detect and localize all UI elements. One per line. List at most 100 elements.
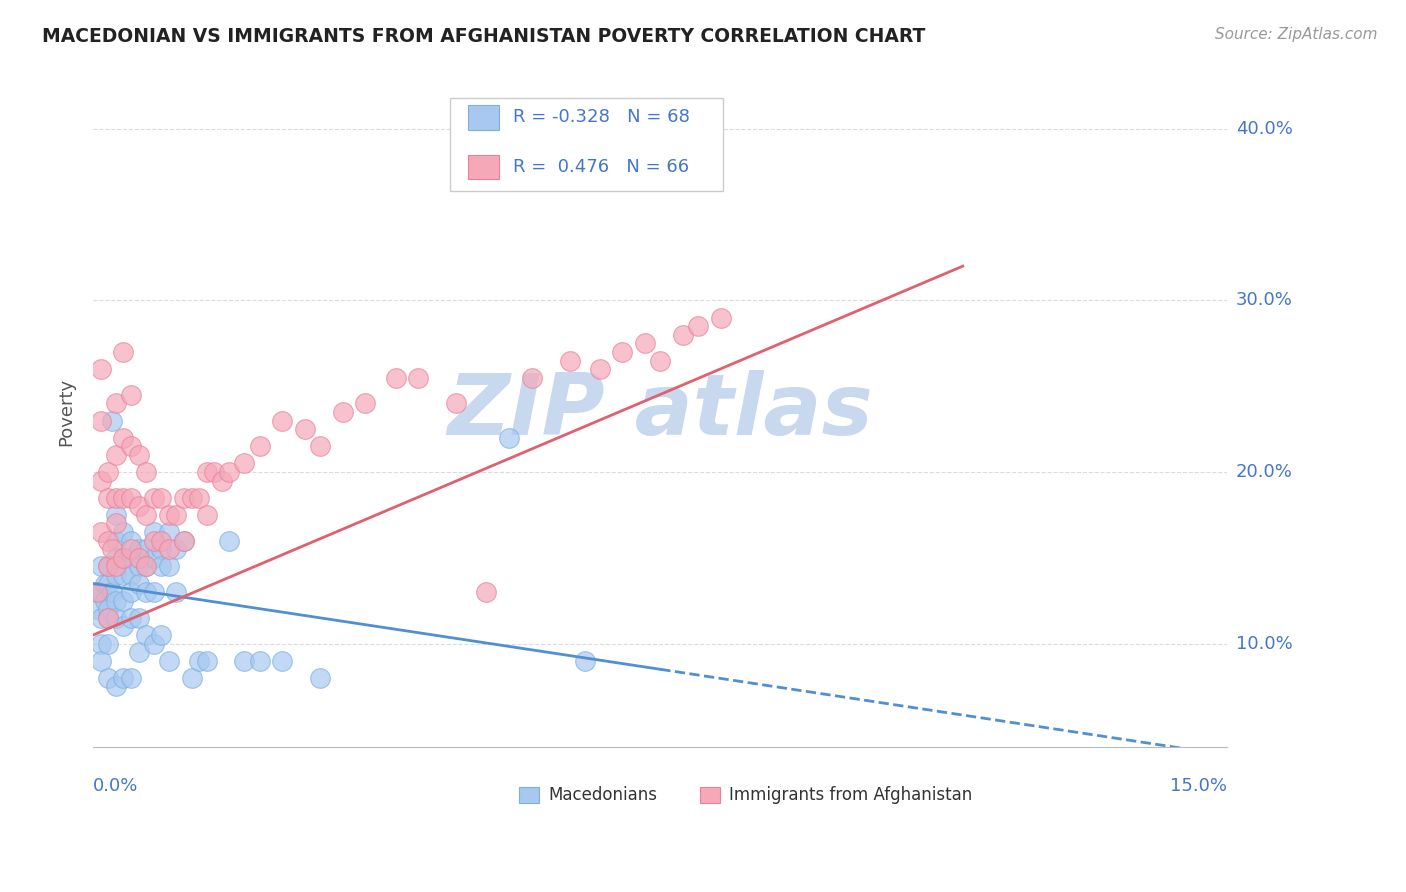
Point bbox=[112, 568, 135, 582]
Point bbox=[142, 524, 165, 539]
Point bbox=[101, 542, 124, 557]
Point bbox=[135, 559, 157, 574]
Point bbox=[157, 654, 180, 668]
Point bbox=[120, 611, 142, 625]
Point bbox=[249, 439, 271, 453]
Point bbox=[101, 413, 124, 427]
Text: 0.0%: 0.0% bbox=[93, 777, 139, 795]
Point bbox=[104, 550, 127, 565]
Point bbox=[589, 362, 612, 376]
Point bbox=[128, 550, 150, 565]
Point bbox=[104, 680, 127, 694]
Point bbox=[195, 508, 218, 522]
Point bbox=[97, 636, 120, 650]
Bar bbox=[468, 155, 499, 179]
Point bbox=[150, 533, 173, 548]
Text: ZIP atlas: ZIP atlas bbox=[447, 370, 873, 453]
Point bbox=[128, 542, 150, 557]
Point bbox=[202, 465, 225, 479]
Point bbox=[112, 619, 135, 633]
Point bbox=[120, 533, 142, 548]
Text: Source: ZipAtlas.com: Source: ZipAtlas.com bbox=[1215, 27, 1378, 42]
Point bbox=[688, 319, 710, 334]
Point bbox=[574, 654, 596, 668]
Point bbox=[188, 491, 211, 505]
Point bbox=[520, 370, 543, 384]
Point bbox=[332, 405, 354, 419]
Point bbox=[112, 345, 135, 359]
Point bbox=[135, 585, 157, 599]
Point bbox=[120, 585, 142, 599]
Point bbox=[309, 439, 332, 453]
Text: MACEDONIAN VS IMMIGRANTS FROM AFGHANISTAN POVERTY CORRELATION CHART: MACEDONIAN VS IMMIGRANTS FROM AFGHANISTA… bbox=[42, 27, 925, 45]
FancyBboxPatch shape bbox=[450, 97, 723, 191]
Point bbox=[157, 559, 180, 574]
Point bbox=[120, 388, 142, 402]
Point bbox=[408, 370, 430, 384]
Point bbox=[97, 465, 120, 479]
Point bbox=[180, 491, 202, 505]
Point bbox=[672, 327, 695, 342]
Point bbox=[173, 533, 195, 548]
Point bbox=[93, 593, 115, 607]
Point bbox=[233, 457, 256, 471]
Point bbox=[112, 491, 135, 505]
Bar bbox=[519, 787, 538, 804]
Point bbox=[104, 491, 127, 505]
Point bbox=[165, 585, 187, 599]
Point bbox=[97, 671, 120, 685]
Point bbox=[120, 671, 142, 685]
Point bbox=[104, 593, 127, 607]
Point bbox=[165, 508, 187, 522]
Text: 30.0%: 30.0% bbox=[1236, 292, 1292, 310]
Point bbox=[97, 611, 120, 625]
Point bbox=[104, 568, 127, 582]
Point bbox=[309, 671, 332, 685]
Point bbox=[97, 533, 120, 548]
Point bbox=[86, 585, 108, 599]
Point bbox=[498, 431, 520, 445]
Point bbox=[128, 576, 150, 591]
Point bbox=[97, 491, 120, 505]
Point bbox=[90, 654, 112, 668]
Point bbox=[120, 550, 142, 565]
Point bbox=[558, 353, 581, 368]
Point bbox=[150, 491, 173, 505]
Point bbox=[180, 671, 202, 685]
Point bbox=[195, 465, 218, 479]
Point bbox=[710, 310, 733, 325]
Text: Immigrants from Afghanistan: Immigrants from Afghanistan bbox=[730, 787, 973, 805]
Text: R = -0.328   N = 68: R = -0.328 N = 68 bbox=[513, 109, 690, 127]
Point bbox=[97, 559, 120, 574]
Text: 40.0%: 40.0% bbox=[1236, 120, 1292, 138]
Point bbox=[104, 448, 127, 462]
Y-axis label: Poverty: Poverty bbox=[58, 378, 75, 446]
Point bbox=[93, 576, 115, 591]
Point bbox=[195, 654, 218, 668]
Text: 20.0%: 20.0% bbox=[1236, 463, 1292, 481]
Point bbox=[249, 654, 271, 668]
Point bbox=[97, 559, 120, 574]
Point bbox=[112, 431, 135, 445]
Point bbox=[112, 550, 135, 565]
Point bbox=[104, 516, 127, 531]
Point bbox=[233, 654, 256, 668]
Point bbox=[150, 542, 173, 557]
Point bbox=[150, 559, 173, 574]
Point bbox=[135, 628, 157, 642]
Point bbox=[173, 491, 195, 505]
Point bbox=[97, 576, 120, 591]
Point bbox=[112, 524, 135, 539]
Point bbox=[86, 585, 108, 599]
Point bbox=[90, 636, 112, 650]
Point bbox=[135, 465, 157, 479]
Point bbox=[173, 533, 195, 548]
Point bbox=[128, 611, 150, 625]
Point bbox=[142, 491, 165, 505]
Point bbox=[90, 585, 112, 599]
Text: Macedonians: Macedonians bbox=[548, 787, 657, 805]
Point bbox=[157, 508, 180, 522]
Point bbox=[97, 602, 120, 616]
Point bbox=[104, 559, 127, 574]
Point bbox=[104, 533, 127, 548]
